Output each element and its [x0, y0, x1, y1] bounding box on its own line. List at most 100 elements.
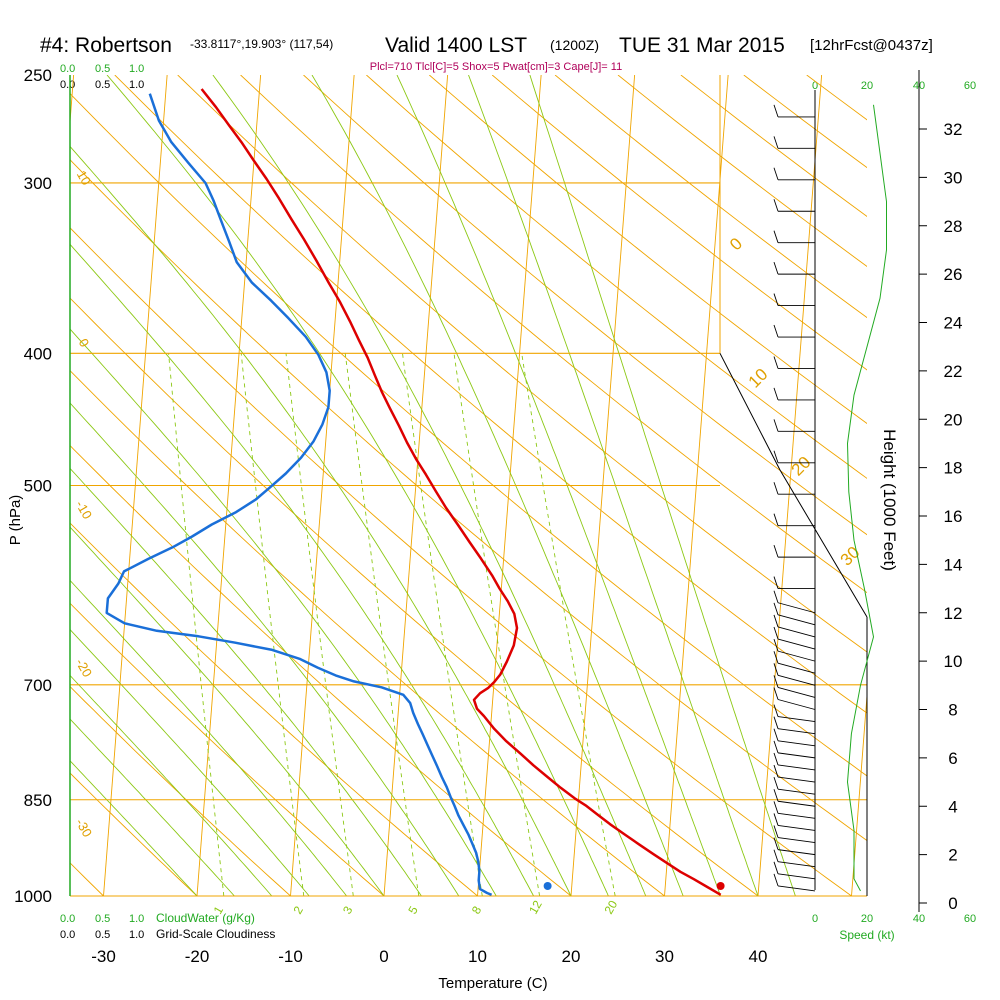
moist-adiabat-line	[70, 243, 534, 896]
title-utc: (1200Z)	[550, 37, 599, 53]
mixing-ratio-line	[168, 353, 225, 896]
pressure-tick-label: 250	[24, 66, 52, 85]
wind-barb-flag	[773, 450, 779, 463]
height-tick-label: 10	[944, 652, 963, 671]
temperature-tick-label: 30	[655, 947, 674, 966]
cloud-top-black-1: 0.5	[95, 79, 110, 91]
wind-barb-flag	[773, 813, 779, 826]
cloud-top-black-2: 1.0	[129, 79, 144, 91]
title-coords: -33.8117°,19.903° (117,54)	[190, 37, 333, 51]
wind-barb-flag	[773, 614, 779, 628]
moist-adiabat-line	[70, 328, 497, 896]
dry-adiabat-line	[177, 75, 867, 653]
wind-barb	[777, 812, 816, 819]
wind-barb-flag	[773, 638, 779, 652]
wind-barb-flag	[773, 324, 779, 338]
wind-barb-flag	[773, 704, 779, 717]
wind-barb-flag	[773, 728, 779, 741]
mixing-ratio-line	[285, 353, 354, 896]
surface-temperature-point	[716, 882, 725, 890]
wind-barb-flag	[773, 513, 779, 526]
dry-adiabat-line	[70, 772, 198, 896]
x-axis-label: Temperature (C)	[438, 975, 547, 992]
speed-top-20: 20	[861, 80, 873, 92]
moist-adiabat-line	[529, 75, 796, 896]
title-station: #4: Robertson	[40, 34, 172, 57]
moist-adiabat-line	[396, 75, 722, 896]
temperature-tick-label: 20	[562, 947, 581, 966]
height-tick-label: 22	[944, 362, 963, 381]
title-forecast: [12hrFcst@0437z]	[810, 37, 933, 54]
wind-barb	[777, 837, 816, 843]
wind-barb	[777, 650, 816, 662]
wind-barb-flag	[773, 873, 779, 887]
speed-axis-label: Speed (kt)	[839, 928, 894, 942]
wind-barb-flag	[773, 764, 779, 778]
mixing-ratio-line	[521, 353, 616, 896]
height-tick-label: 4	[948, 797, 957, 816]
wind-barb	[777, 728, 816, 735]
surface-dewpoint-point	[543, 882, 552, 890]
height-tick-label: 30	[944, 168, 963, 187]
pressure-tick-label: 300	[24, 174, 52, 193]
pressure-tick-label: 700	[24, 676, 52, 695]
moist-adiabat-line	[70, 579, 347, 896]
moist-adiabat-line	[70, 402, 460, 896]
wind-barb-flag	[773, 626, 779, 640]
dry-adiabat-line	[806, 75, 867, 121]
height-tick-label: 2	[948, 846, 957, 865]
isotherm-line	[851, 690, 867, 896]
isotherm-label-left: 10	[74, 168, 94, 188]
cloud-bottom-green-1: 0.5	[95, 913, 110, 925]
wind-barb-flag	[773, 825, 779, 838]
dry-adiabat-line	[491, 75, 867, 371]
isotherm-label-left: -20	[73, 656, 95, 680]
wind-barb	[777, 849, 816, 856]
wind-barb-flag	[773, 356, 779, 369]
height-tick-label: 20	[944, 410, 963, 429]
cloud-bottom-black-2: 1.0	[129, 929, 144, 941]
speed-top-0: 0	[812, 80, 818, 92]
temperature-tick-label: -10	[278, 947, 303, 966]
moist-adiabat-line	[70, 526, 385, 896]
height-tick-label: 8	[948, 701, 957, 720]
wind-barb-flag	[773, 849, 779, 862]
wind-barb	[777, 752, 816, 759]
mixing-ratio-label: 5	[405, 903, 421, 916]
cloud-bottom-black-0: 0.0	[60, 929, 75, 941]
pressure-tick-label: 500	[24, 477, 52, 496]
speed-bottom-60: 60	[964, 913, 976, 925]
y-axis-label: P (hPa)	[7, 495, 24, 546]
temperature-tick-label: 10	[468, 947, 487, 966]
cloud-top-black-0: 0.0	[60, 79, 75, 91]
cloud-top-green-1: 0.5	[95, 63, 110, 75]
moist-adiabat-line	[106, 75, 609, 896]
wind-barb	[777, 716, 816, 723]
cloud-bottom-green-0: 0.0	[60, 913, 75, 925]
speed-top-60: 60	[964, 80, 976, 92]
height-tick-label: 6	[948, 749, 957, 768]
wind-barb-flag	[773, 261, 779, 275]
speed-bottom-0: 0	[812, 913, 818, 925]
wind-barb	[777, 861, 816, 868]
mixing-ratio-label: 2	[290, 903, 306, 916]
dry-adiabat-line	[240, 75, 867, 594]
temperature-tick-label: -20	[185, 947, 210, 966]
moist-adiabat-line	[468, 75, 759, 896]
moist-adiabat-line	[70, 674, 273, 896]
wind-barb	[777, 674, 816, 686]
temperature-tick-label: 0	[379, 947, 388, 966]
wind-barb	[777, 602, 816, 614]
mixing-ratio-line	[402, 353, 483, 896]
wind-barb-flag	[773, 293, 779, 306]
wind-barb-flag	[773, 752, 779, 766]
dry-adiabat-line	[366, 75, 867, 479]
wind-barb-flag	[773, 544, 779, 558]
wind-barb	[777, 686, 816, 698]
height-tick-label: 0	[948, 894, 957, 913]
wind-barb-flag	[773, 687, 779, 700]
wind-speed-line	[846, 104, 887, 892]
temperature-line	[200, 88, 722, 896]
